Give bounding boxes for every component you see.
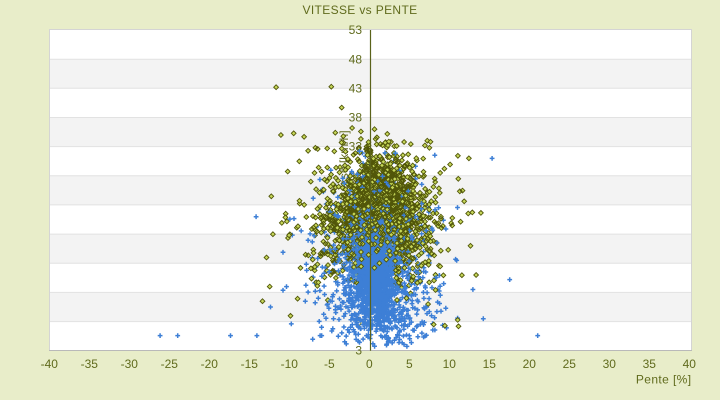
- svg-text:10: 10: [443, 357, 457, 371]
- svg-text:20: 20: [523, 357, 537, 371]
- svg-text:35: 35: [643, 357, 657, 371]
- svg-text:0: 0: [366, 357, 373, 371]
- svg-text:25: 25: [563, 357, 577, 371]
- svg-text:3: 3: [355, 315, 362, 329]
- svg-text:-15: -15: [241, 357, 259, 371]
- svg-text:40: 40: [683, 357, 697, 371]
- svg-text:5: 5: [406, 357, 413, 371]
- svg-text:-40: -40: [41, 357, 59, 371]
- svg-text:-35: -35: [81, 357, 99, 371]
- svg-text:30: 30: [603, 357, 617, 371]
- svg-text:Pente [%]: Pente [%]: [636, 373, 692, 387]
- svg-text:53: 53: [349, 23, 363, 37]
- svg-text:-25: -25: [161, 357, 179, 371]
- svg-text:-10: -10: [281, 357, 299, 371]
- svg-text:43: 43: [349, 81, 363, 95]
- svg-text:-30: -30: [121, 357, 139, 371]
- svg-text:-20: -20: [201, 357, 219, 371]
- svg-text:38: 38: [349, 111, 363, 125]
- svg-text:-5: -5: [324, 357, 335, 371]
- svg-text:3: 3: [355, 344, 362, 358]
- svg-text:VITESSE vs PENTE: VITESSE vs PENTE: [303, 3, 418, 17]
- svg-text:15: 15: [483, 357, 497, 371]
- svg-text:48: 48: [349, 52, 363, 66]
